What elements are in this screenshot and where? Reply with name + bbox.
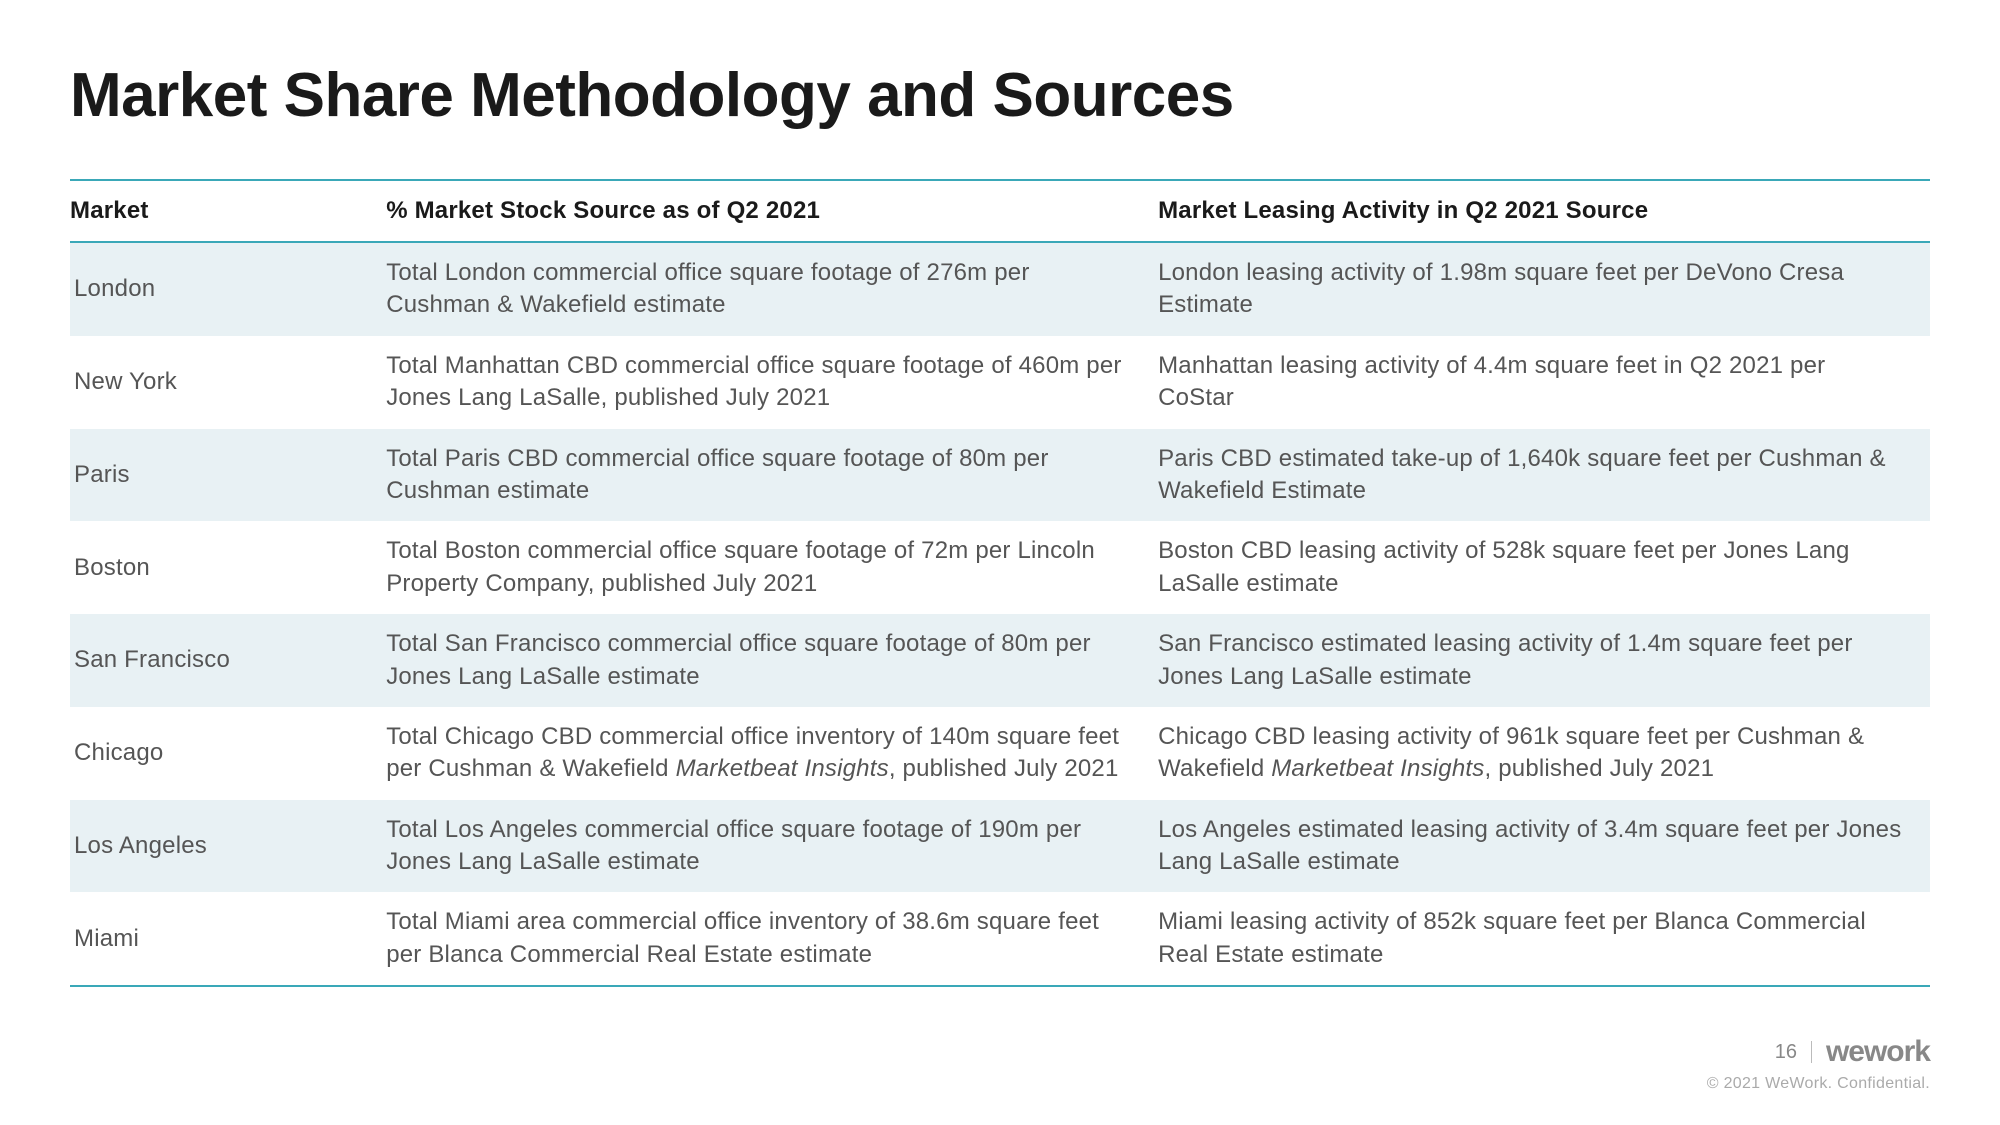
cell-stock-source: Total Boston commercial office square fo… [386,521,1158,614]
slide-footer: 16 wework © 2021 WeWork. Confidential. [1707,1035,1930,1093]
table-row: MiamiTotal Miami area commercial office … [70,892,1930,986]
cell-leasing-source: Chicago CBD leasing activity of 961k squ… [1158,707,1930,800]
cell-market: Paris [70,429,386,522]
table-row: Los AngelesTotal Los Angeles commercial … [70,800,1930,893]
header-stock: % Market Stock Source as of Q2 2021 [386,180,1158,242]
cell-leasing-source: Boston CBD leasing activity of 528k squa… [1158,521,1930,614]
table-row: BostonTotal Boston commercial office squ… [70,521,1930,614]
footer-top-line: 16 wework [1707,1035,1930,1069]
cell-market: London [70,242,386,336]
table-row: San FranciscoTotal San Francisco commerc… [70,614,1930,707]
cell-leasing-source: Miami leasing activity of 852k square fe… [1158,892,1930,986]
cell-leasing-source: San Francisco estimated leasing activity… [1158,614,1930,707]
cell-market: Chicago [70,707,386,800]
table-row: New YorkTotal Manhattan CBD commercial o… [70,336,1930,429]
footer-divider [1811,1041,1812,1063]
cell-market: Boston [70,521,386,614]
cell-market: Miami [70,892,386,986]
cell-market: New York [70,336,386,429]
cell-leasing-source: Los Angeles estimated leasing activity o… [1158,800,1930,893]
cell-stock-source: Total Los Angeles commercial office squa… [386,800,1158,893]
header-leasing: Market Leasing Activity in Q2 2021 Sourc… [1158,180,1930,242]
page-number: 16 [1775,1041,1797,1064]
cell-stock-source: Total London commercial office square fo… [386,242,1158,336]
table-row: LondonTotal London commercial office squ… [70,242,1930,336]
table-header-row: Market % Market Stock Source as of Q2 20… [70,180,1930,242]
cell-leasing-source: Paris CBD estimated take-up of 1,640k sq… [1158,429,1930,522]
table-row: ChicagoTotal Chicago CBD commercial offi… [70,707,1930,800]
header-market: Market [70,180,386,242]
methodology-table: Market % Market Stock Source as of Q2 20… [70,179,1930,987]
wework-logo: wework [1826,1035,1930,1069]
cell-leasing-source: Manhattan leasing activity of 4.4m squar… [1158,336,1930,429]
cell-stock-source: Total Paris CBD commercial office square… [386,429,1158,522]
cell-stock-source: Total Manhattan CBD commercial office sq… [386,336,1158,429]
cell-market: Los Angeles [70,800,386,893]
table-row: ParisTotal Paris CBD commercial office s… [70,429,1930,522]
cell-leasing-source: London leasing activity of 1.98m square … [1158,242,1930,336]
cell-stock-source: Total San Francisco commercial office sq… [386,614,1158,707]
slide-container: Market Share Methodology and Sources Mar… [0,0,2000,1125]
cell-stock-source: Total Chicago CBD commercial office inve… [386,707,1158,800]
cell-market: San Francisco [70,614,386,707]
page-title: Market Share Methodology and Sources [70,60,1930,131]
cell-stock-source: Total Miami area commercial office inven… [386,892,1158,986]
confidential-notice: © 2021 WeWork. Confidential. [1707,1075,1930,1093]
